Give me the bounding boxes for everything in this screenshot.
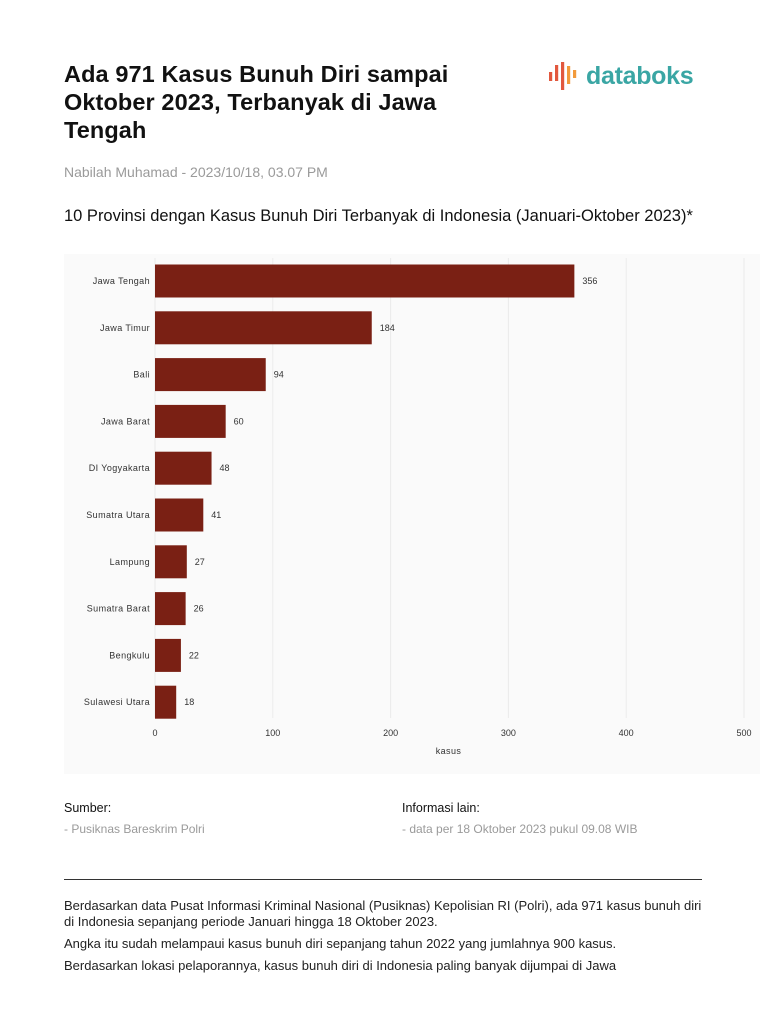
category-label-9: Sulawesi Utara bbox=[84, 697, 150, 707]
value-label-4: 48 bbox=[220, 463, 230, 473]
chart-title: 10 Provinsi dengan Kasus Bunuh Diri Terb… bbox=[64, 207, 693, 225]
bar-1 bbox=[155, 311, 372, 345]
source-value: - Pusiknas Bareskrim Polri bbox=[64, 822, 205, 836]
category-label-2: Bali bbox=[133, 370, 150, 380]
value-label-0: 356 bbox=[582, 276, 597, 286]
x-axis-title: kasus bbox=[436, 746, 462, 756]
x-tick-label-3: 300 bbox=[501, 728, 516, 738]
body-paragraph-1: Berdasarkan data Pusat Informasi Krimina… bbox=[64, 898, 702, 929]
bar-0 bbox=[155, 264, 575, 298]
bar-2 bbox=[155, 358, 266, 392]
bar-5 bbox=[155, 498, 204, 532]
value-label-3: 60 bbox=[234, 416, 244, 426]
databoks-logo-text: databoks bbox=[586, 62, 694, 90]
category-label-0: Jawa Tengah bbox=[93, 276, 150, 286]
bar-6 bbox=[155, 545, 187, 579]
value-label-8: 22 bbox=[189, 650, 199, 660]
category-label-8: Bengkulu bbox=[109, 650, 150, 660]
value-label-1: 184 bbox=[380, 323, 395, 333]
category-label-6: Lampung bbox=[110, 557, 150, 567]
value-label-7: 26 bbox=[194, 604, 204, 614]
source-label: Sumber: bbox=[64, 801, 112, 815]
category-label-1: Jawa Timur bbox=[100, 323, 150, 333]
bar-7 bbox=[155, 592, 186, 626]
x-tick-label-1: 100 bbox=[265, 728, 280, 738]
category-label-7: Sumatra Barat bbox=[87, 604, 150, 614]
body-paragraph-3: Berdasarkan lokasi pelaporannya, kasus b… bbox=[64, 958, 617, 973]
bar-3 bbox=[155, 404, 226, 438]
byline: Nabilah Muhamad - 2023/10/18, 03.07 PM bbox=[64, 164, 328, 180]
bar-9 bbox=[155, 685, 177, 719]
bar-8 bbox=[155, 638, 181, 672]
category-label-5: Sumatra Utara bbox=[86, 510, 150, 520]
value-label-2: 94 bbox=[274, 370, 284, 380]
databoks-logo[interactable]: databoks bbox=[548, 60, 694, 92]
info-value: - data per 18 Oktober 2023 pukul 09.08 W… bbox=[402, 822, 638, 836]
value-label-6: 27 bbox=[195, 557, 205, 567]
x-tick-label-0: 0 bbox=[152, 728, 157, 738]
x-tick-label-4: 400 bbox=[619, 728, 634, 738]
body-paragraph-2: Angka itu sudah melampaui kasus bunuh di… bbox=[64, 936, 617, 951]
divider bbox=[64, 879, 702, 880]
info-label: Informasi lain: bbox=[402, 801, 480, 815]
headline: Ada 971 Kasus Bunuh Diri sampai Oktober … bbox=[64, 61, 449, 143]
category-label-4: DI Yogyakarta bbox=[89, 463, 150, 473]
bar-4 bbox=[155, 451, 212, 485]
x-tick-label-5: 500 bbox=[736, 728, 751, 738]
value-label-5: 41 bbox=[211, 510, 221, 520]
x-tick-label-2: 200 bbox=[383, 728, 398, 738]
category-label-3: Jawa Barat bbox=[101, 416, 150, 426]
databoks-logo-icon bbox=[549, 62, 577, 90]
value-label-9: 18 bbox=[184, 697, 194, 707]
chart-panel: Jawa Tengah 356 Jawa Timur 184 Bali 94 Jawa Ba… bbox=[64, 254, 760, 774]
bar-chart: Jawa Tengah 356 Jawa Timur 184 Bali 94 Jawa Ba… bbox=[84, 258, 752, 756]
